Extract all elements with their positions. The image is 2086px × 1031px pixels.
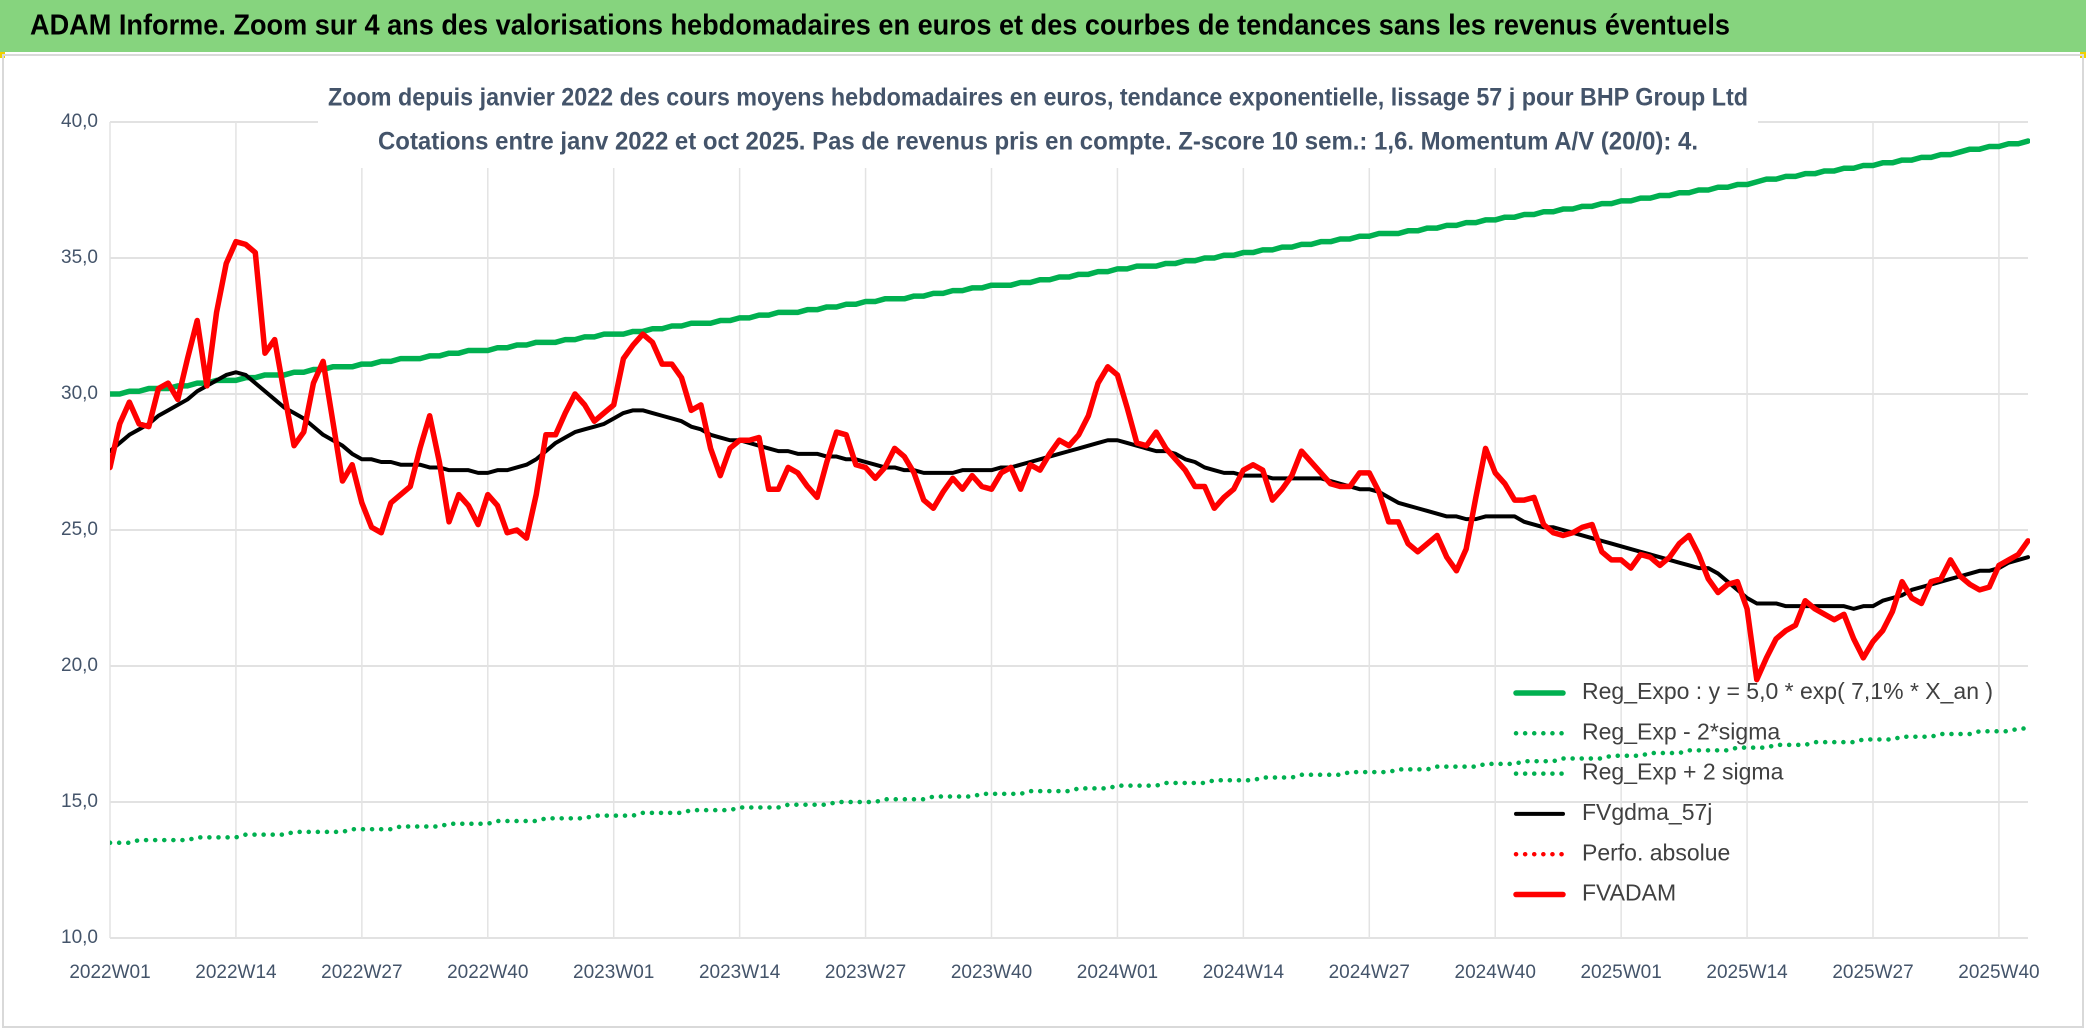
chart-subtitle: Cotations entre janv 2022 et oct 2025. P… [378,128,1698,156]
y-tick-label: 20,0 [61,655,98,676]
legend: Reg_Expo : y = 5,0 * exp( 7,1% * X_an ) R… [1513,678,1993,906]
title-box [318,78,1758,168]
header-title: ADAM Informe. Zoom sur 4 ans des valoris… [30,10,1730,42]
y-tick-label: 25,0 [61,519,98,540]
x-tick-label: 2022W27 [321,962,402,983]
y-tick-label: 10,0 [61,927,98,948]
legend-label: Reg_Exp - 2*sigma [1582,718,1780,744]
x-tick-label: 2023W27 [825,962,906,983]
chart-title: Zoom depuis janvier 2022 des cours moyen… [328,84,1748,112]
x-tick-label: 2025W14 [1706,962,1788,983]
chart-frame [2,54,2084,1028]
series-line [110,138,2030,397]
x-tick-label: 2022W14 [195,962,277,983]
legend-label: Perfo. absolue [1582,839,1730,865]
legend-label: Reg_Exp + 2 sigma [1582,759,1784,785]
legend-label: FVgdma_57j [1582,799,1712,825]
plot-area [110,138,2030,846]
x-tick-label: 2022W01 [69,962,150,983]
x-tick-label: 2025W40 [1958,962,2039,983]
axes: 10,0 15,0 20,0 25,0 30,0 35,0 40,0 2022W01 2022W… [61,111,2040,983]
x-tick-label: 2023W40 [951,962,1032,983]
x-tick-label: 2024W40 [1455,962,1536,983]
series-line [110,726,2030,846]
series-line [110,238,2030,683]
y-tick-label: 35,0 [61,247,98,268]
y-tick-label: 15,0 [61,791,98,812]
x-tick-label: 2025W27 [1832,962,1913,983]
legend-label: FVADAM [1582,880,1676,906]
x-tick-label: 2024W14 [1203,962,1285,983]
x-tick-label: 2023W01 [573,962,654,983]
x-tick-label: 2024W01 [1077,962,1158,983]
series-line [110,370,2030,611]
y-tick-label: 40,0 [61,111,98,132]
grid [109,121,2028,939]
header-bar [0,0,2086,52]
x-tick-label: 2024W27 [1329,962,1410,983]
legend-label: Reg_Expo : y = 5,0 * exp( 7,1% * X_an ) [1582,678,1993,704]
y-tick-label: 30,0 [61,383,98,404]
x-tick-label: 2022W40 [447,962,528,983]
x-tick-label: 2023W14 [699,962,781,983]
x-tick-label: 2025W01 [1580,962,1661,983]
